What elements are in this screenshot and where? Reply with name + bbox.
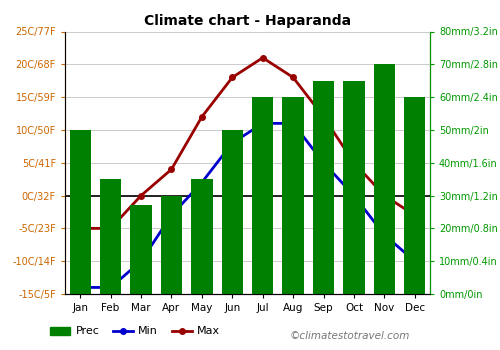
Bar bbox=[191, 179, 212, 294]
Bar bbox=[282, 97, 304, 294]
Title: Climate chart - Haparanda: Climate chart - Haparanda bbox=[144, 14, 351, 28]
Bar bbox=[161, 196, 182, 294]
Bar bbox=[222, 130, 243, 294]
Bar bbox=[344, 81, 364, 294]
Bar bbox=[70, 130, 91, 294]
Bar bbox=[130, 205, 152, 294]
Bar bbox=[404, 97, 425, 294]
Bar bbox=[374, 64, 395, 294]
Bar bbox=[252, 97, 274, 294]
Bar bbox=[313, 81, 334, 294]
Text: ©climatestotravel.com: ©climatestotravel.com bbox=[290, 331, 410, 341]
Legend: Prec, Min, Max: Prec, Min, Max bbox=[46, 322, 224, 341]
Bar bbox=[100, 179, 122, 294]
